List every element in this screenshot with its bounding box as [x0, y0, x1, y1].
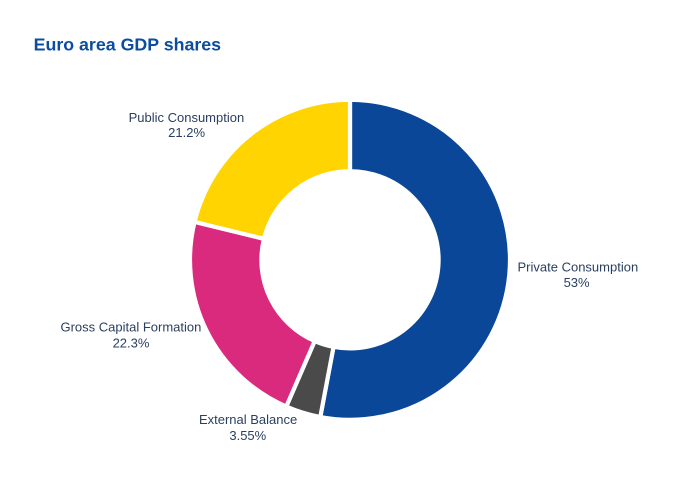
svg-text:21.2%: 21.2%: [168, 125, 205, 140]
svg-text:Public Consumption: Public Consumption: [129, 110, 245, 125]
svg-text:Euro area GDP shares: Euro area GDP shares: [34, 35, 222, 55]
svg-text:External Balance: External Balance: [199, 412, 297, 427]
svg-text:Gross Capital Formation: Gross Capital Formation: [60, 320, 201, 335]
svg-text:22.3%: 22.3%: [113, 336, 150, 351]
svg-text:Private Consumption: Private Consumption: [518, 260, 639, 275]
svg-text:53%: 53%: [564, 275, 590, 290]
svg-text:3.55%: 3.55%: [229, 428, 266, 443]
